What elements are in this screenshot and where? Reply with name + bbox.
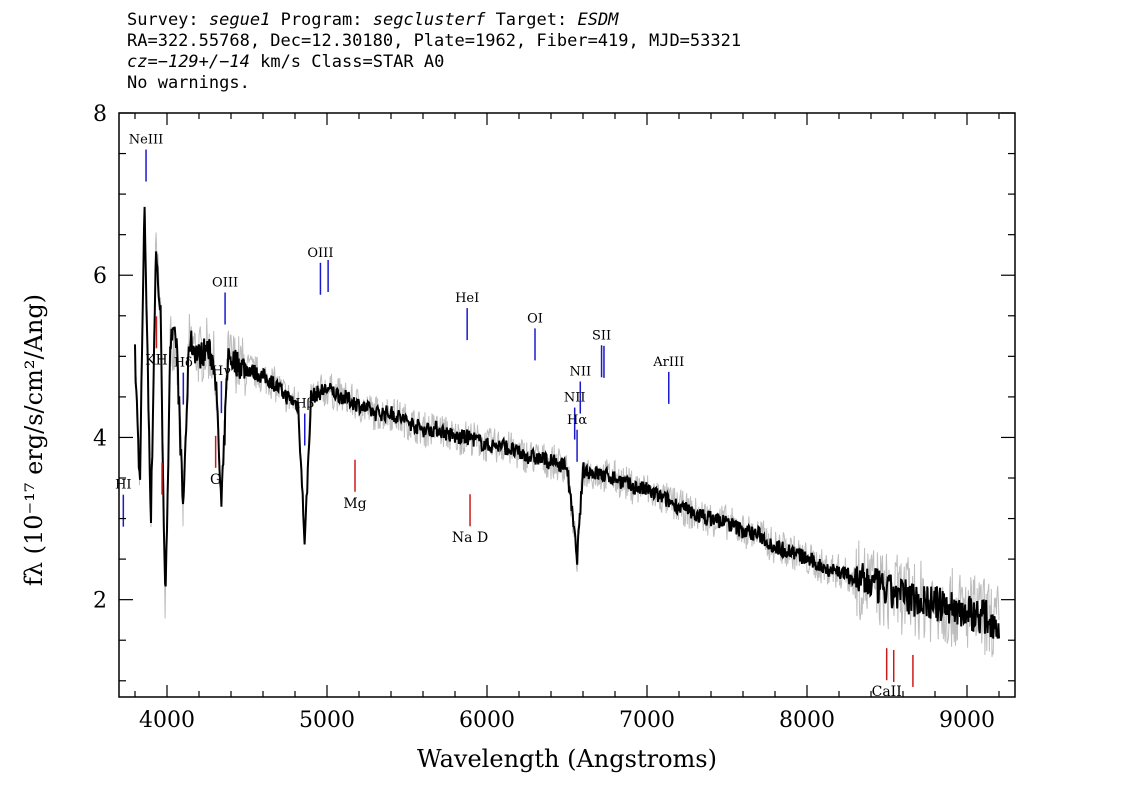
emission-line-label: OI — [527, 311, 543, 326]
absorption-line-label: Mg — [343, 496, 366, 512]
header-line-survey: Survey: segue1 Program: segclusterf Targ… — [127, 10, 741, 31]
plot-frame — [118, 112, 1016, 698]
emission-line-label: SII — [592, 328, 611, 343]
y-tick-label: 4 — [93, 426, 107, 451]
absorption-line-label: KH — [145, 352, 168, 368]
x-tick-label: 5000 — [299, 708, 355, 733]
spectrum-header: Survey: segue1 Program: segclusterf Targ… — [127, 10, 741, 94]
emission-line-label: Hδ — [174, 356, 193, 371]
absorption-line-label: G — [210, 472, 221, 488]
flux-polyline — [134, 206, 1000, 639]
header-line-coords: RA=322.55768, Dec=12.30180, Plate=1962, … — [127, 31, 742, 51]
line-markers: HI NeIII Hδ Hγ OIII Hβ OIII HeI OI NII Hα NII SII ArI… — [115, 133, 914, 700]
target-label: Target: — [495, 10, 568, 30]
survey-label: Survey: — [127, 10, 199, 30]
y-tick-label: 6 — [93, 264, 107, 289]
x-tick-label: 8000 — [779, 708, 835, 733]
x-tick-label: 6000 — [459, 708, 515, 733]
y-tick-label: 2 — [93, 589, 107, 614]
emission-line-label: Hα — [567, 413, 587, 428]
header-line-redshift: cz=−129+/−14 km/s Class=STAR A0 — [127, 52, 741, 73]
program-value: segclusterf — [372, 10, 486, 30]
cz-unit: km/s — [260, 52, 302, 72]
y-tick-label: 8 — [93, 102, 107, 127]
absorption-line-label: Na D — [452, 530, 488, 546]
emission-line-label: HeI — [455, 291, 479, 306]
cz-value: −129+/−14 — [157, 52, 250, 72]
header-line-warnings: No warnings. — [127, 73, 250, 93]
cz-label: cz= — [127, 52, 158, 72]
emission-line-label: HI — [115, 478, 131, 493]
emission-line-label: OIII — [307, 246, 333, 261]
program-label: Program: — [280, 10, 363, 30]
x-axis-title: Wavelength (Angstroms) — [417, 745, 717, 773]
target-value: ESDM — [577, 10, 619, 30]
emission-line-label: Hβ — [295, 397, 314, 412]
emission-line-label: NII — [564, 391, 586, 406]
flux-series — [134, 206, 1000, 639]
absorption-line-label: CaII — [872, 684, 902, 700]
emission-line-label: ArIII — [652, 355, 684, 370]
survey-value: segue1 — [208, 10, 271, 30]
emission-line-label: Hγ — [212, 364, 231, 379]
emission-line-label: NII — [569, 365, 591, 380]
x-tick-label: 9000 — [939, 708, 995, 733]
y-axis-title: fλ (10⁻¹⁷ erg/s/cm²/Ang) — [20, 293, 48, 587]
plot-axes: 4000 5000 6000 7000 8000 9000 2 4 6 8 — [93, 102, 1016, 733]
class-value: Class=STAR A0 — [311, 52, 445, 72]
emission-line-label: OIII — [212, 275, 238, 290]
x-tick-label: 4000 — [139, 708, 195, 733]
x-tick-label: 7000 — [619, 708, 675, 733]
emission-line-label: NeIII — [129, 133, 163, 148]
